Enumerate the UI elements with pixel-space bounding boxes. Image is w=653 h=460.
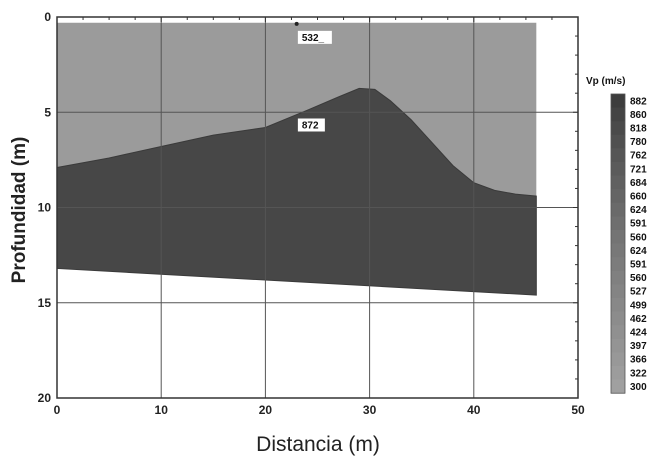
colorbar-swatch xyxy=(611,338,625,353)
colorbar-swatch xyxy=(611,189,625,204)
colorbar-label: 882 xyxy=(630,96,647,107)
colorbar-swatch xyxy=(611,202,625,217)
colorbar-label: 499 xyxy=(630,300,647,311)
x-axis-label: Distancia (m) xyxy=(256,433,380,456)
colorbar-label: 527 xyxy=(630,287,647,298)
x-tick-labels: 0 10 20 30 40 50 xyxy=(54,403,585,417)
y-tick-labels: 0 5 10 15 20 xyxy=(38,10,52,405)
y-axis-label: Profundidad (m) xyxy=(9,137,30,284)
colorbar-label: 780 xyxy=(630,137,647,148)
colorbar-label: 424 xyxy=(630,328,647,339)
layer-lower xyxy=(56,87,537,296)
colorbar-border xyxy=(610,93,626,394)
colorbar-swatch xyxy=(611,175,625,190)
colorbar-label: 560 xyxy=(630,232,647,243)
colorbar-swatch xyxy=(611,230,625,244)
x-tick-label: 20 xyxy=(259,403,273,417)
colorbar-label: 397 xyxy=(630,341,647,352)
colorbar-swatch xyxy=(611,121,625,136)
colorbar-label: 462 xyxy=(630,314,647,325)
colorbar-swatch xyxy=(611,311,625,326)
layer-label-box xyxy=(297,30,332,44)
colorbar-label: 591 xyxy=(630,219,647,230)
colorbar-title: Vp (m/s) xyxy=(586,76,625,87)
colorbar-label: 660 xyxy=(630,192,647,203)
layer-label-lower: 872 xyxy=(302,120,319,131)
y-tick-label: 20 xyxy=(38,391,52,405)
x-tick-label: 10 xyxy=(155,403,169,417)
colorbar-label: 300 xyxy=(630,382,647,393)
colorbar-swatch xyxy=(611,243,625,258)
colorbar-label: 818 xyxy=(630,124,647,135)
colorbar-swatch xyxy=(611,366,625,380)
x-tick-label: 50 xyxy=(571,403,585,417)
velocity-layers xyxy=(56,22,537,296)
y-tick-label: 5 xyxy=(44,105,51,119)
colorbar: Vp (m/s) 882 860 818 780 762 721 684 660 624 591 5… xyxy=(586,76,647,394)
colorbar-swatch xyxy=(611,379,625,394)
grid xyxy=(57,17,578,398)
colorbar-label: 684 xyxy=(630,178,647,189)
colorbar-label: 366 xyxy=(630,355,647,366)
colorbar-label: 860 xyxy=(630,110,647,121)
colorbar-label: 624 xyxy=(630,205,647,216)
colorbar-label: 322 xyxy=(630,368,647,379)
survey-marker xyxy=(294,21,299,26)
colorbar-swatch xyxy=(611,352,625,367)
colorbar-swatch xyxy=(611,107,625,122)
plot-frame xyxy=(56,16,579,399)
colorbar-swatch xyxy=(611,284,625,299)
colorbar-swatch xyxy=(611,94,625,108)
colorbar-swatch xyxy=(611,257,625,272)
y-tick-label: 0 xyxy=(44,10,51,24)
colorbar-label: 624 xyxy=(630,246,647,257)
layer-label-box xyxy=(297,118,325,132)
colorbar-label: 591 xyxy=(630,260,647,271)
x-tick-label: 40 xyxy=(467,403,481,417)
x-tick-label: 0 xyxy=(54,403,61,417)
colorbar-swatch xyxy=(611,148,625,163)
colorbar-label: 721 xyxy=(630,164,647,175)
y-tick-label: 10 xyxy=(38,201,52,215)
colorbar-swatch xyxy=(611,270,625,285)
colorbar-swatch xyxy=(611,216,625,231)
layer-labels: 532_ 872 xyxy=(297,30,332,132)
layer-label-upper: 532_ xyxy=(302,33,325,44)
y-tick-label: 15 xyxy=(38,296,52,310)
colorbar-swatch xyxy=(611,298,625,312)
colorbar-label: 560 xyxy=(630,273,647,284)
colorbar-swatch xyxy=(611,162,625,176)
colorbar-label: 762 xyxy=(630,151,647,162)
colorbar-swatch xyxy=(611,134,625,149)
x-tick-label: 30 xyxy=(363,403,377,417)
colorbar-swatch xyxy=(611,325,625,340)
